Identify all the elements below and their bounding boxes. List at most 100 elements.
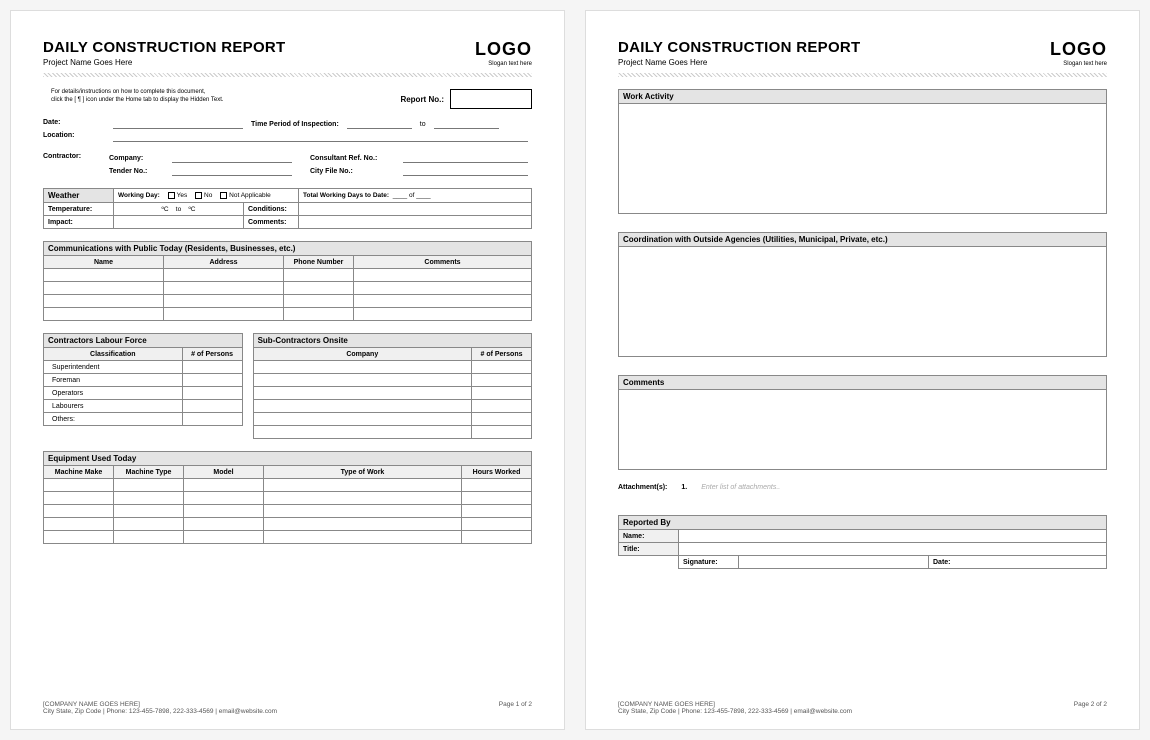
logo-block: LOGO Slogan text here [475, 39, 532, 67]
footer: [COMPANY NAME GOES HERE] City State, Zip… [618, 701, 1107, 715]
attachments-label: Attachment(s): [618, 484, 667, 491]
header: DAILY CONSTRUCTION REPORT Project Name G… [43, 39, 532, 67]
impact-input[interactable] [114, 216, 244, 229]
checkbox-no[interactable] [195, 192, 202, 199]
labour-item: Superintendent [44, 361, 183, 374]
weather-comments-input[interactable] [299, 216, 532, 229]
signature-input[interactable] [739, 556, 929, 569]
comms-col-name: Name [44, 256, 164, 269]
impact-label: Impact: [44, 216, 114, 229]
subcon-section: Sub-Contractors Onsite Company # of Pers… [253, 333, 532, 439]
table-row [44, 505, 532, 518]
conditions-label: Conditions: [244, 203, 299, 216]
contractor-block: Company: Consultant Ref. No.: Tender No.… [109, 153, 532, 176]
title-block: DAILY CONSTRUCTION REPORT Project Name G… [618, 39, 861, 67]
work-activity-header: Work Activity [619, 90, 1107, 104]
date-row: Time Period of Inspection: to [109, 119, 532, 129]
report-no-label: Report No.: [400, 95, 444, 104]
logo-text: LOGO [475, 39, 532, 60]
labour-col-class: Classification [44, 348, 183, 361]
labour-item: Foreman [44, 374, 183, 387]
table-row [44, 295, 532, 308]
na-label: Not Applicable [229, 192, 271, 199]
name-label: Name: [619, 530, 679, 543]
city-file-label: City File No.: [310, 168, 395, 175]
table-row [253, 413, 531, 426]
comments-section: Comments [618, 375, 1107, 470]
labour-header: Contractors Labour Force [44, 334, 243, 348]
table-row [253, 426, 531, 439]
reported-by-table: Reported By Name: Title: Signature: Date… [618, 515, 1107, 569]
location-label: Location: [43, 132, 103, 142]
report-no-input[interactable] [450, 89, 532, 109]
comments-input[interactable] [618, 390, 1107, 470]
work-activity-section: Work Activity [618, 89, 1107, 214]
header-divider [43, 73, 532, 77]
weather-header: Weather [44, 189, 114, 203]
footer-contact: City State, Zip Code | Phone: 123-455-78… [43, 708, 277, 715]
tender-no-label: Tender No.: [109, 168, 164, 175]
doc-title: DAILY CONSTRUCTION REPORT [43, 39, 286, 56]
subcon-header: Sub-Contractors Onsite [253, 334, 531, 348]
reported-by-header: Reported By [619, 516, 1107, 530]
contractor-label: Contractor: [43, 153, 103, 176]
coordination-header: Coordination with Outside Agencies (Util… [619, 233, 1107, 247]
checkbox-yes[interactable] [168, 192, 175, 199]
consultant-ref-label: Consultant Ref. No.: [310, 155, 395, 162]
sig-date-label: Date: [933, 559, 951, 566]
equipment-table: Equipment Used Today Machine Make Machin… [43, 451, 532, 544]
table-row: Others: [44, 413, 243, 426]
communications-table: Communications with Public Today (Reside… [43, 241, 532, 321]
table-row: Foreman [44, 374, 243, 387]
equipment-header: Equipment Used Today [44, 452, 532, 466]
coordination-section: Coordination with Outside Agencies (Util… [618, 232, 1107, 357]
city-file-input[interactable] [403, 166, 528, 176]
checkbox-na[interactable] [220, 192, 227, 199]
page-2: DAILY CONSTRUCTION REPORT Project Name G… [585, 10, 1140, 730]
table-row [44, 531, 532, 544]
labour-item: Labourers [44, 400, 183, 413]
work-activity-input[interactable] [618, 104, 1107, 214]
table-row [253, 361, 531, 374]
footer-company: [COMPANY NAME GOES HERE] [618, 701, 852, 708]
table-row [44, 282, 532, 295]
table-row [44, 269, 532, 282]
labour-item: Operators [44, 387, 183, 400]
total-days-label: Total Working Days to Date: [303, 192, 389, 199]
location-input[interactable] [113, 132, 528, 142]
conditions-input[interactable] [299, 203, 532, 216]
name-input[interactable] [679, 530, 1107, 543]
table-row [253, 400, 531, 413]
total-days-cell: Total Working Days to Date: ____ of ____ [299, 189, 532, 203]
attachments-placeholder[interactable]: Enter list of attachments.. [701, 484, 780, 491]
consultant-ref-input[interactable] [403, 153, 528, 163]
company-input[interactable] [172, 153, 292, 163]
title-input[interactable] [679, 543, 1107, 556]
footer-left: [COMPANY NAME GOES HERE] City State, Zip… [618, 701, 852, 715]
instructions-text: For details/instructions on how to compl… [43, 89, 224, 105]
title-label: Title: [619, 543, 679, 556]
date-label: Date: [43, 119, 103, 129]
subcon-col-persons: # of Persons [472, 348, 532, 361]
table-row [44, 518, 532, 531]
coordination-input[interactable] [618, 247, 1107, 357]
footer-company: [COMPANY NAME GOES HERE] [43, 701, 277, 708]
table-row: Operators [44, 387, 243, 400]
date-input[interactable] [113, 119, 243, 129]
time-from-input[interactable] [347, 119, 412, 129]
footer-contact: City State, Zip Code | Phone: 123-455-78… [618, 708, 852, 715]
deg-1: ºC [161, 206, 168, 213]
equip-col-make: Machine Make [44, 466, 114, 479]
tender-no-input[interactable] [172, 166, 292, 176]
footer: [COMPANY NAME GOES HERE] City State, Zip… [43, 701, 532, 715]
doc-subtitle: Project Name Goes Here [618, 58, 861, 67]
labour-table: Contractors Labour Force Classification … [43, 333, 243, 426]
date-cell[interactable]: Date: [929, 556, 1107, 569]
time-to-input[interactable] [434, 119, 499, 129]
table-row [253, 387, 531, 400]
of-label: of [409, 192, 414, 199]
subcon-table: Sub-Contractors Onsite Company # of Pers… [253, 333, 532, 439]
subcon-col-company: Company [253, 348, 471, 361]
temperature-cell[interactable]: ºC to ºC [114, 203, 244, 216]
page-1: DAILY CONSTRUCTION REPORT Project Name G… [10, 10, 565, 730]
